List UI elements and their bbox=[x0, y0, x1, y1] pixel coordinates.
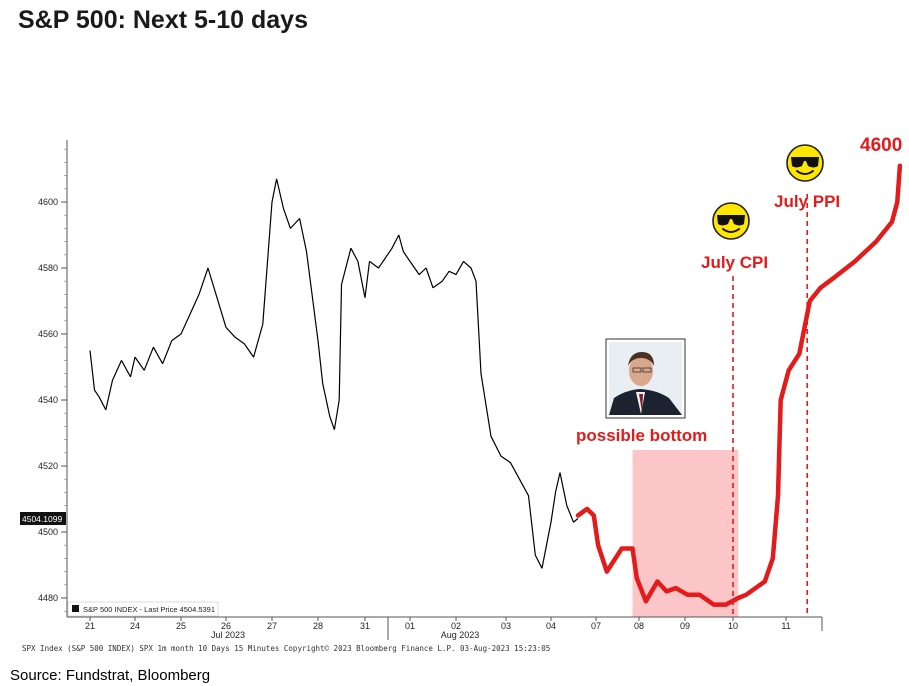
x-tick-label-3: 26 bbox=[221, 621, 231, 631]
x-tick-label-7: 01 bbox=[405, 621, 415, 631]
possible-bottom-zone-layer bbox=[632, 450, 739, 617]
target-label: 4600 bbox=[860, 135, 902, 156]
last-price-tag bbox=[20, 512, 66, 525]
projection-layer bbox=[575, 163, 903, 607]
x-tick-label-13: 09 bbox=[680, 621, 690, 631]
chart-footer: SPX Index (S&P 500 INDEX) SPX 1m month 1… bbox=[22, 644, 550, 653]
y-tick-label-4480: 4480 bbox=[38, 593, 58, 603]
y-tick-label-4580: 4580 bbox=[38, 263, 58, 273]
legend-label: S&P 500 INDEX - Last Price 4504.5391 bbox=[83, 605, 215, 614]
x-tick-label-0: 21 bbox=[85, 621, 95, 631]
last-price-label: 4504.1099 bbox=[22, 514, 62, 524]
price-line bbox=[89, 178, 579, 569]
bottom-label: possible bottom bbox=[576, 426, 707, 445]
month-label-aug: Aug 2023 bbox=[441, 630, 480, 640]
projection-line bbox=[575, 163, 903, 607]
x-tick-label-1: 24 bbox=[130, 621, 140, 631]
x-tick-label-10: 04 bbox=[546, 621, 556, 631]
x-tick-label-14: 10 bbox=[728, 621, 738, 631]
bottom-zone-0 bbox=[632, 450, 739, 617]
y-tick-label-4560: 4560 bbox=[38, 329, 58, 339]
page-title: S&P 500: Next 5-10 days bbox=[18, 6, 308, 34]
cpi-sunglasses-smiley-icon bbox=[712, 202, 750, 240]
cpi-label: July CPI bbox=[701, 253, 768, 272]
x-tick-label-15: 11 bbox=[781, 621, 790, 631]
ppi-label: July PPI bbox=[774, 192, 840, 211]
source-note: Source: Fundstrat, Bloomberg bbox=[10, 667, 211, 684]
axes-layer: 4480 4500 4520 4540 4560 4580 4600 21 24 25 26 27 28… bbox=[38, 140, 823, 640]
analyst-portrait bbox=[605, 338, 686, 419]
x-tick-label-2: 25 bbox=[176, 621, 186, 631]
x-tick-label-9: 03 bbox=[501, 621, 511, 631]
x-tick-label-4: 27 bbox=[267, 621, 277, 631]
y-tick-label-4600: 4600 bbox=[38, 197, 58, 207]
x-tick-label-5: 28 bbox=[313, 621, 323, 631]
x-tick-label-11: 07 bbox=[591, 621, 601, 631]
month-label-jul: Jul 2023 bbox=[211, 630, 245, 640]
series-layer bbox=[89, 178, 579, 569]
x-tick-label-12: 08 bbox=[634, 621, 644, 631]
y-tick-label-4500: 4500 bbox=[38, 527, 58, 537]
x-tick-label-8: 02 bbox=[451, 621, 461, 631]
legend-swatch bbox=[72, 605, 79, 612]
x-tick-label-6: 31 bbox=[360, 621, 370, 631]
y-tick-label-4540: 4540 bbox=[38, 395, 58, 405]
ppi-sunglasses-smiley-icon bbox=[786, 144, 824, 182]
y-tick-label-4520: 4520 bbox=[38, 461, 58, 471]
legend-box bbox=[67, 601, 219, 617]
